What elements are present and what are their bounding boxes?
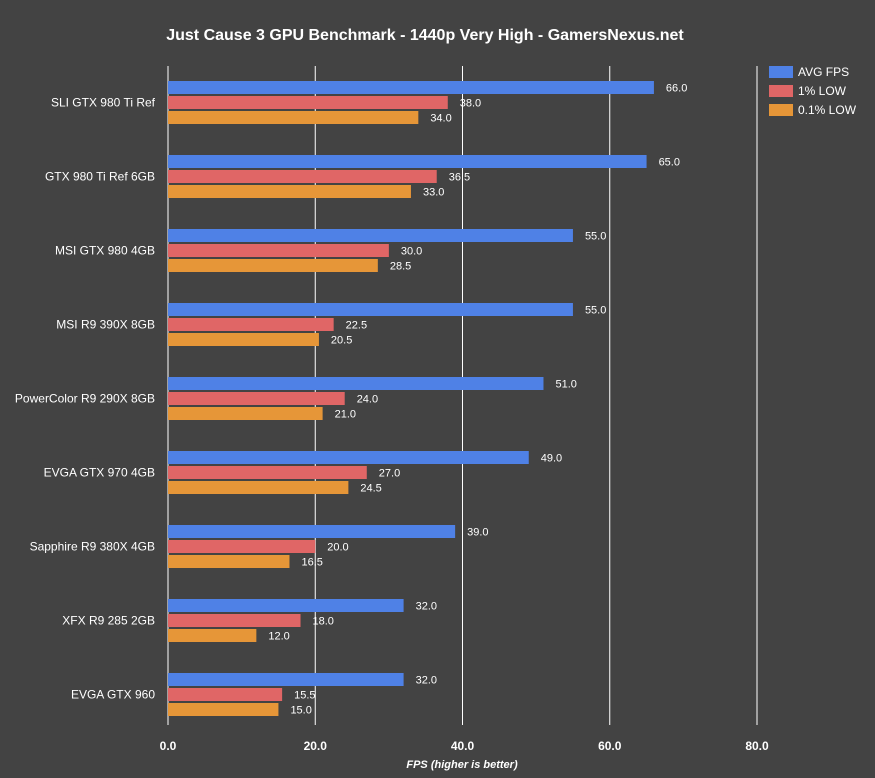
bar bbox=[168, 673, 404, 686]
data-label: 27.0 bbox=[379, 468, 400, 480]
data-label: 21.0 bbox=[335, 409, 356, 421]
bar bbox=[168, 407, 323, 420]
bar bbox=[168, 185, 411, 198]
bar bbox=[168, 155, 647, 168]
bar bbox=[168, 466, 367, 479]
data-label: 30.0 bbox=[401, 246, 422, 258]
bar bbox=[168, 629, 257, 642]
data-label: 49.0 bbox=[541, 453, 562, 465]
data-label: 33.0 bbox=[423, 187, 444, 199]
data-label: 55.0 bbox=[585, 231, 606, 243]
data-label: 34.0 bbox=[430, 113, 451, 125]
bar bbox=[168, 259, 378, 272]
data-label: 65.0 bbox=[659, 157, 680, 169]
data-label: 32.0 bbox=[416, 601, 437, 613]
category-labels: SLI GTX 980 Ti Ref GTX 980 Ti Ref 6GB MSI … bbox=[15, 96, 156, 702]
data-labels: 66.0 38.0 34.0 65.0 36.5 33.0 55.0 30.0 28.5 55.0… bbox=[268, 83, 687, 717]
data-label: 39.0 bbox=[467, 527, 488, 539]
bar bbox=[168, 614, 301, 627]
bar bbox=[168, 555, 290, 568]
legend-swatch bbox=[769, 66, 793, 78]
x-tick-label: 40.0 bbox=[451, 739, 475, 753]
legend-label: 0.1% LOW bbox=[798, 103, 857, 117]
bar bbox=[168, 244, 389, 257]
data-label: 38.0 bbox=[460, 98, 481, 110]
category-label: SLI GTX 980 Ti Ref bbox=[51, 96, 156, 110]
category-label: GTX 980 Ti Ref 6GB bbox=[45, 170, 155, 184]
bar bbox=[168, 170, 437, 183]
x-tick-label: 60.0 bbox=[598, 739, 622, 753]
legend-label: 1% LOW bbox=[798, 84, 847, 98]
data-label: 24.0 bbox=[357, 394, 378, 406]
data-label: 32.0 bbox=[416, 675, 437, 687]
x-tick-label: 80.0 bbox=[745, 739, 769, 753]
bar bbox=[168, 318, 334, 331]
bar bbox=[168, 96, 448, 109]
data-label: 20.0 bbox=[327, 542, 348, 554]
data-label: 51.0 bbox=[555, 379, 576, 391]
bar bbox=[168, 229, 573, 242]
legend-swatch bbox=[769, 104, 793, 116]
bar bbox=[168, 392, 345, 405]
data-label: 66.0 bbox=[666, 83, 687, 95]
data-label: 55.0 bbox=[585, 305, 606, 317]
data-label: 15.5 bbox=[294, 690, 315, 702]
data-label: 16.5 bbox=[301, 557, 322, 569]
x-tick-label: 20.0 bbox=[304, 739, 328, 753]
legend: AVG FPS 1% LOW 0.1% LOW bbox=[769, 65, 857, 117]
data-label: 24.5 bbox=[360, 483, 381, 495]
bar bbox=[168, 111, 419, 124]
data-label: 36.5 bbox=[449, 172, 470, 184]
data-label: 20.5 bbox=[331, 335, 352, 347]
bar bbox=[168, 81, 654, 94]
category-label: XFX R9 285 2GB bbox=[62, 614, 155, 628]
category-label: PowerColor R9 290X 8GB bbox=[15, 392, 155, 406]
bar bbox=[168, 377, 544, 390]
data-label: 18.0 bbox=[313, 616, 334, 628]
legend-label: AVG FPS bbox=[798, 65, 849, 79]
bar bbox=[168, 599, 404, 612]
x-tick-label: 0.0 bbox=[160, 739, 177, 753]
bar bbox=[168, 703, 279, 716]
data-label: 15.0 bbox=[290, 705, 311, 717]
data-label: 12.0 bbox=[268, 631, 289, 643]
category-label: MSI R9 390X 8GB bbox=[56, 318, 155, 332]
bars bbox=[168, 81, 654, 716]
x-axis-label: FPS (higher is better) bbox=[406, 759, 518, 771]
category-label: EVGA GTX 960 bbox=[71, 688, 155, 702]
category-label: Sapphire R9 380X 4GB bbox=[30, 540, 155, 554]
chart-title: Just Cause 3 GPU Benchmark - 1440p Very … bbox=[166, 27, 684, 44]
category-label: EVGA GTX 970 4GB bbox=[44, 466, 155, 480]
bar bbox=[168, 303, 573, 316]
bar bbox=[168, 451, 529, 464]
bar bbox=[168, 540, 316, 553]
category-label: MSI GTX 980 4GB bbox=[55, 244, 155, 258]
bar bbox=[168, 333, 319, 346]
x-tick-labels: 0.0 20.0 40.0 60.0 80.0 bbox=[160, 739, 769, 753]
data-label: 28.5 bbox=[390, 261, 411, 273]
bar bbox=[168, 481, 349, 494]
bar bbox=[168, 525, 456, 538]
legend-swatch bbox=[769, 85, 793, 97]
data-label: 22.5 bbox=[346, 320, 367, 332]
bar bbox=[168, 688, 283, 701]
